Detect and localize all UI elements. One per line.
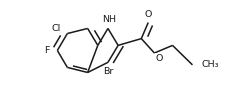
Text: O: O [156, 54, 163, 63]
Text: O: O [145, 10, 152, 19]
Text: NH: NH [102, 15, 116, 24]
Text: F: F [44, 46, 50, 55]
Text: Br: Br [103, 67, 113, 76]
Text: Cl: Cl [52, 24, 61, 33]
Text: CH₃: CH₃ [201, 60, 219, 69]
